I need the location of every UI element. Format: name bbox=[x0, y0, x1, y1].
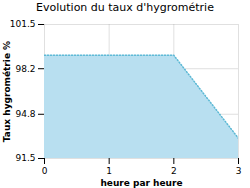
html-text:Evolution du taux d'hygrométri: Evolution du taux d'hygrométrie bbox=[36, 1, 214, 14]
svg-text:98.2: 98.2 bbox=[15, 64, 35, 74]
svg-text:0: 0 bbox=[42, 166, 48, 176]
svg-text:94.8: 94.8 bbox=[15, 109, 35, 119]
svg-text:Taux hygrométrie %: Taux hygrométrie % bbox=[2, 41, 12, 142]
svg-text:heure par heure: heure par heure bbox=[100, 178, 182, 188]
svg-text:2: 2 bbox=[171, 166, 177, 176]
svg-text:1: 1 bbox=[106, 166, 112, 176]
svg-text:101.5: 101.5 bbox=[10, 19, 36, 29]
svg-text:3: 3 bbox=[236, 166, 242, 176]
svg-text:91.5: 91.5 bbox=[15, 153, 35, 163]
